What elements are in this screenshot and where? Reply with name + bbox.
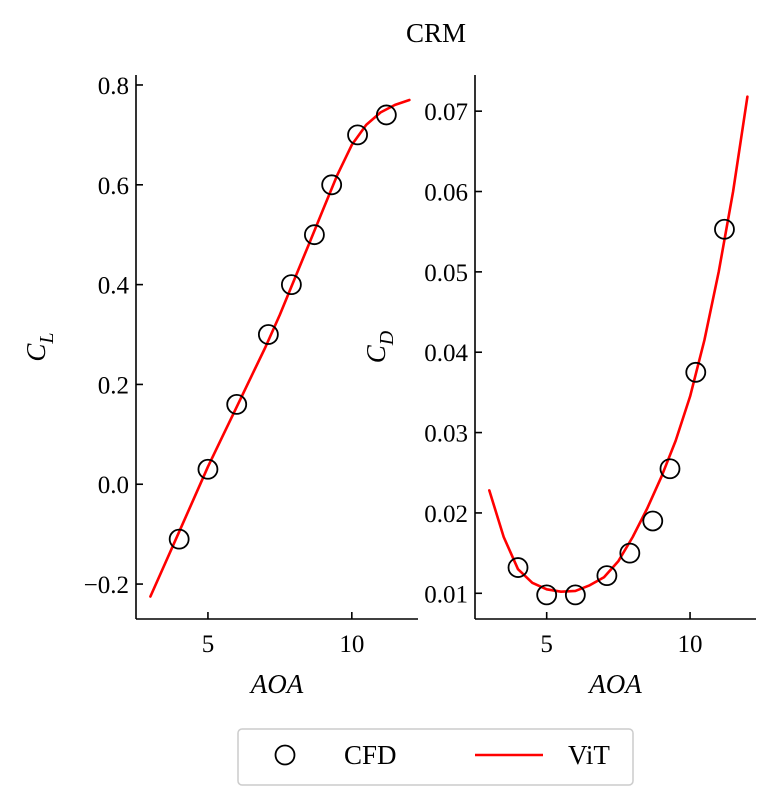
cd-cfd-point (507, 557, 529, 578)
cd-cfd-point (642, 510, 664, 532)
cd-vit-line (487, 95, 749, 594)
cl-y-tick-label: 0.4 (98, 273, 130, 300)
cd-cfd-point (596, 565, 618, 587)
cl-cfd-point (226, 393, 248, 415)
legend-cfd-marker (274, 744, 296, 766)
cd-y-tick-label: 0.05 (424, 260, 468, 287)
cl-cfd-point (280, 274, 302, 296)
cl-y-tick-label: 0.6 (98, 173, 129, 200)
legend-vit-label: ViT (568, 740, 610, 770)
cd-cfd-point (659, 458, 681, 480)
cl-x-axis-label: AOA (249, 669, 304, 699)
cd-y-tick-label: 0.03 (424, 421, 468, 448)
legend-cfd-label: CFD (344, 740, 397, 770)
cl-y-tick-label: 0.8 (98, 73, 129, 100)
cl-y-tick-label: 0.2 (98, 372, 129, 399)
cd-panel: 0.01 0.02 0.03 0.04 0.05 0.06 0.07 5 10 AOA CD (361, 75, 756, 699)
cl-x-tick-label: 10 (339, 631, 364, 658)
cd-y-axis-label: CD (361, 330, 398, 363)
cd-y-tick-label: 0.02 (424, 501, 468, 528)
cl-cfd-point (321, 174, 343, 196)
cd-y-tick-label: 0.07 (424, 99, 468, 126)
legend-frame (237, 728, 634, 786)
cd-y-axis-label-main: C (361, 344, 391, 363)
cd-x-tick-label: 5 (540, 631, 553, 658)
cd-y-tick-label: 0.01 (424, 581, 468, 608)
cl-y-axis-label-sub: L (36, 332, 58, 344)
legend: CFD ViT (237, 728, 634, 786)
cd-cfd-point (564, 584, 586, 606)
cd-y-axis-label-sub: D (376, 330, 398, 346)
cl-x-tick-label: 5 (202, 631, 215, 658)
cl-vit-line (149, 98, 411, 598)
cd-cfd-point (685, 361, 707, 383)
cl-y-axis-label-main: C (21, 343, 51, 362)
cd-cfd-point (619, 542, 641, 564)
cl-cfd-point (375, 104, 397, 126)
figure-title: CRM (406, 18, 466, 48)
cl-cfd-point (197, 458, 219, 480)
cl-y-axis-label: CL (21, 332, 58, 361)
cl-y-tick-label: 0.0 (98, 472, 129, 499)
cl-cfd-point (168, 528, 190, 550)
cd-y-tick-label: 0.06 (424, 180, 468, 207)
cl-cfd-point (347, 124, 368, 146)
cl-cfd-point (304, 224, 325, 246)
cl-cfd-point (257, 324, 279, 345)
cl-y-tick-label: −0.2 (84, 572, 129, 599)
cd-y-tick-label: 0.04 (424, 340, 468, 367)
cd-x-tick-label: 10 (678, 631, 703, 658)
cd-cfd-point (536, 584, 558, 606)
cd-x-axis-label: AOA (587, 669, 642, 699)
cd-cfd-point (714, 218, 735, 240)
